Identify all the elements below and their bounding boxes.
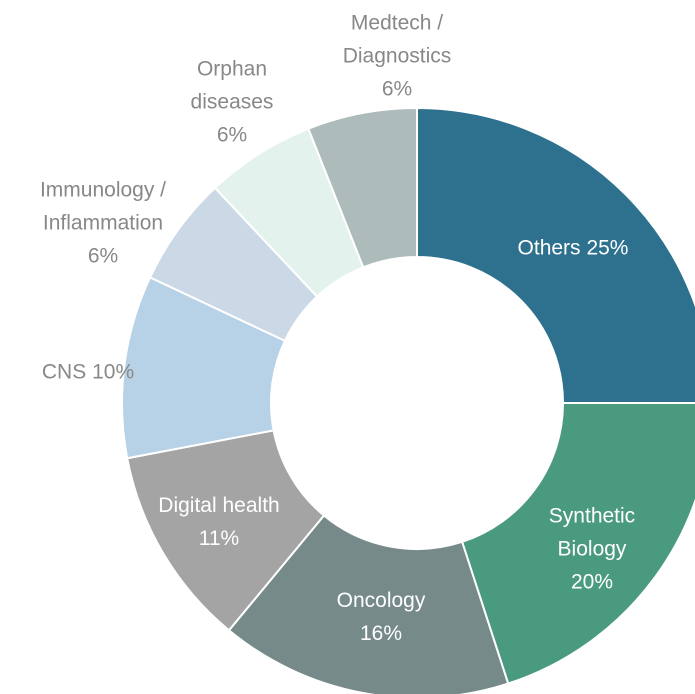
slice-label: Oncology 16% (306, 584, 456, 650)
slice-label: Digital health 11% (129, 489, 309, 555)
slice-label: Medtech / Diagnostics 6% (322, 7, 472, 106)
value-label: 6% (216, 123, 248, 147)
value-label: 6% (381, 77, 413, 101)
donut-slice (416, 106, 695, 404)
category-label: Medtech / Diagnostics (342, 11, 452, 68)
value-label: 6% (87, 244, 119, 268)
slice-label: Orphan diseases 6% (172, 53, 292, 152)
category-label: CNS (41, 360, 87, 384)
category-label: Synthetic Biology (548, 504, 636, 561)
donut-slice (307, 106, 418, 269)
slice-label: CNS 10% (42, 356, 134, 389)
category-label: Immunology / Inflammation (39, 178, 167, 235)
value-label: 16% (359, 622, 403, 645)
value-label: 10% (92, 360, 135, 384)
category-label: Others (517, 236, 581, 260)
value-label: 20% (570, 570, 614, 594)
category-label: Orphan diseases (190, 57, 274, 114)
slice-label: Immunology / Inflammation 6% (13, 174, 193, 273)
value-label: 25% (586, 236, 629, 260)
slice-label: Others 25% (518, 232, 629, 265)
donut-slice (460, 402, 695, 685)
category-label: Digital health (158, 494, 280, 517)
value-label: 11% (198, 527, 240, 550)
donut-slice (227, 514, 510, 694)
slice-label: Synthetic Biology 20% (537, 500, 647, 599)
category-label: Oncology (336, 589, 426, 612)
